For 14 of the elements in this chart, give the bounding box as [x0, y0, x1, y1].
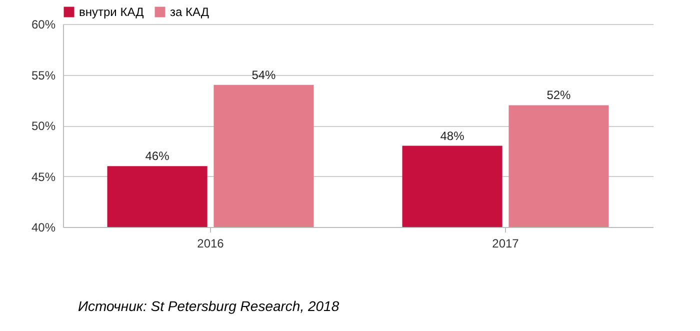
- x-tick-label: 2017: [492, 236, 520, 250]
- y-tick-label: 60%: [31, 18, 56, 32]
- legend-label: внутри КАД: [79, 5, 144, 19]
- y-tick-label: 40%: [31, 220, 56, 234]
- data-label: 48%: [440, 128, 465, 143]
- legend-label: за КАД: [170, 5, 210, 19]
- y-tick-label: 45%: [31, 170, 56, 184]
- data-label: 52%: [546, 88, 572, 102]
- x-tick-label: 2016: [197, 236, 224, 250]
- data-label: 46%: [145, 149, 170, 164]
- data-label: 54%: [252, 68, 276, 82]
- text: Источник: St Petersburg Research, 2018: [78, 298, 340, 314]
- y-tick-label: 55%: [31, 68, 56, 82]
- y-tick-label: 50%: [31, 119, 56, 133]
